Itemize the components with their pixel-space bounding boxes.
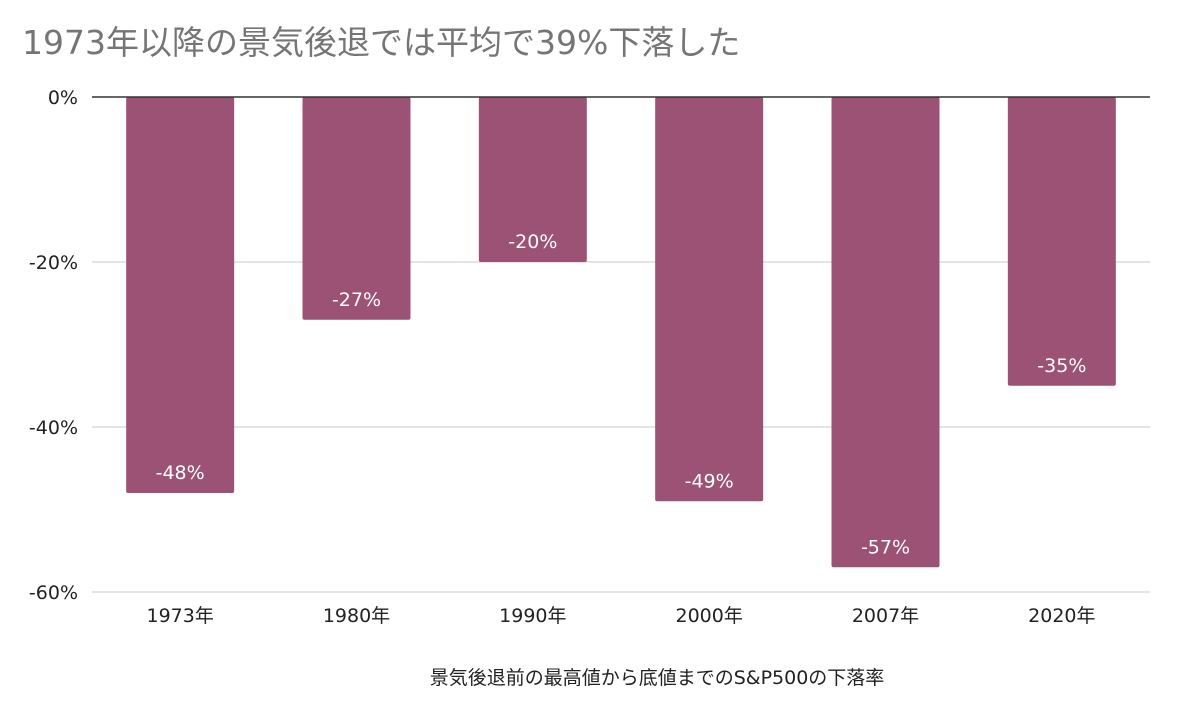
bar xyxy=(1007,97,1116,386)
bar xyxy=(302,97,411,320)
y-tick-label: -60% xyxy=(29,582,78,604)
x-tick-label: 1980年 xyxy=(323,605,390,627)
bars xyxy=(126,97,1116,568)
bar xyxy=(831,97,940,568)
data-label: -35% xyxy=(1037,355,1086,377)
data-label: -49% xyxy=(685,470,734,492)
bar xyxy=(126,97,235,493)
x-tick-label: 1973年 xyxy=(146,605,213,627)
bar xyxy=(478,97,587,262)
x-axis-title: 景気後退前の最高値から底値までのS&P500の下落率 xyxy=(430,667,885,689)
x-tick-label: 2020年 xyxy=(1028,605,1095,627)
bar xyxy=(655,97,764,502)
data-labels: -48% -27% -20% -49% -57% -35% xyxy=(156,231,1087,558)
x-axis-ticks: 1973年 1980年 1990年 2000年 2007年 2020年 xyxy=(146,605,1095,627)
y-tick-label: -40% xyxy=(29,417,78,439)
data-label: -20% xyxy=(508,231,557,253)
y-tick-label: 0% xyxy=(48,87,78,109)
y-axis-ticks: 0% -20% -40% -60% xyxy=(29,87,78,604)
x-tick-label: 2000年 xyxy=(675,605,742,627)
data-label: -27% xyxy=(332,289,381,311)
grid-lines xyxy=(92,261,1150,593)
y-tick-label: -20% xyxy=(29,252,78,274)
chart-title: 1973年以降の景気後退では平均で39%下落した xyxy=(22,23,741,62)
x-tick-label: 1990年 xyxy=(499,605,566,627)
data-label: -48% xyxy=(156,462,205,484)
x-tick-label: 2007年 xyxy=(852,605,919,627)
data-label: -57% xyxy=(861,536,910,558)
